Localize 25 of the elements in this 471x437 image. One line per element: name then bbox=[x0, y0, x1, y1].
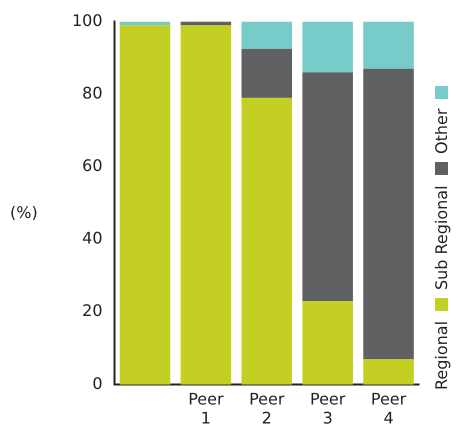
bar bbox=[363, 68, 414, 360]
legend-label: Regional bbox=[432, 320, 451, 390]
y-tick-label: 40 bbox=[82, 228, 103, 248]
y-tick-label: 80 bbox=[82, 83, 103, 102]
bar bbox=[180, 25, 232, 385]
bar bbox=[363, 359, 414, 385]
bar bbox=[120, 25, 170, 385]
y-tick-label: 60 bbox=[82, 156, 103, 175]
y-axis-title: (%) bbox=[10, 203, 38, 222]
x-tick-label: Peer 1 bbox=[188, 389, 224, 428]
legend-label: Sub Regional bbox=[432, 185, 451, 290]
bar bbox=[302, 301, 353, 385]
y-tick-label: 20 bbox=[82, 301, 103, 320]
bar bbox=[242, 22, 292, 49]
bar bbox=[302, 72, 353, 302]
x-tick-label: Peer 3 bbox=[310, 389, 346, 428]
bar bbox=[363, 22, 414, 69]
bar bbox=[302, 22, 353, 72]
bar bbox=[242, 98, 292, 385]
y-tick-label: 0 bbox=[92, 374, 103, 393]
y-tick-label: 100 bbox=[72, 10, 103, 30]
bar bbox=[242, 48, 292, 98]
x-tick-label: Peer 2 bbox=[249, 389, 285, 428]
legend-label: Other bbox=[432, 108, 451, 154]
x-tick-label: Peer 4 bbox=[370, 389, 407, 428]
